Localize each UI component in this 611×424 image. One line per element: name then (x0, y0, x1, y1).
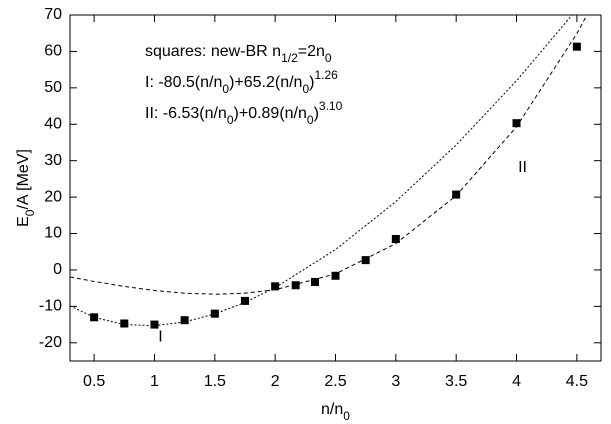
text-segment: )+0.89(n/n (234, 105, 307, 122)
square-marker (512, 119, 521, 128)
text-segment: 0 (307, 113, 314, 127)
curve-label: I (158, 329, 162, 346)
x-tick-label: 4.5 (566, 373, 588, 390)
square-marker (452, 190, 461, 199)
x-tick-label: 2 (271, 373, 280, 390)
square-marker (391, 234, 400, 243)
text-segment: II: -6.53(n/n (145, 105, 227, 122)
text-segment: 0 (23, 209, 37, 216)
y-tick-label: -20 (39, 334, 62, 351)
plot-area (70, 15, 588, 329)
x-tick-label: 0.5 (83, 373, 105, 390)
square-marker (90, 313, 99, 322)
square-marker (240, 296, 249, 305)
square-marker (291, 281, 300, 290)
text-segment: n/n (321, 401, 343, 418)
text-segment: )+65.2(n/n (229, 74, 302, 91)
curve-label: II (518, 159, 527, 176)
square-marker (271, 282, 280, 291)
square-marker (572, 42, 581, 51)
text-segment: ) (314, 105, 319, 122)
text-segment: squares: new-BR n (145, 43, 281, 60)
x-tick-label: 1.5 (204, 373, 226, 390)
y-tick-label: 60 (44, 43, 62, 60)
text-segment: /A [MeV] (15, 149, 32, 209)
text-segment: 0 (325, 51, 332, 65)
y-tick-label: 0 (53, 261, 62, 278)
y-tick-label: 30 (44, 152, 62, 169)
text-segment: 1/2 (281, 51, 298, 65)
x-tick-label: 3.5 (445, 373, 467, 390)
text-segment: 3.10 (319, 99, 343, 113)
y-tick-label: 20 (44, 188, 62, 205)
x-tick-label: 2.5 (324, 373, 346, 390)
text-segment: 1.26 (314, 68, 338, 82)
y-tick-label: 40 (44, 115, 62, 132)
square-marker (310, 277, 319, 286)
x-axis-label: n/n0 (321, 401, 350, 423)
text-segment: =2n (298, 43, 325, 60)
annotation: II: -6.53(n/n0)+0.89(n/n0)3.10 (145, 99, 343, 127)
y-tick-label: 50 (44, 79, 62, 96)
square-marker (180, 316, 189, 325)
curve (70, 15, 588, 295)
y-axis-label: E0/A [MeV] (15, 149, 37, 227)
text-segment: 0 (302, 82, 309, 96)
text-segment: I: -80.5(n/n (145, 74, 222, 91)
y-tick-label: -10 (39, 298, 62, 315)
x-tick-label: 1 (150, 373, 159, 390)
square-marker (210, 309, 219, 318)
square-marker (120, 319, 129, 328)
curve (70, 15, 573, 327)
text-segment: 0 (227, 113, 234, 127)
text-segment: ) (309, 74, 314, 91)
text-segment: E (15, 216, 32, 227)
x-tick-label: 3 (391, 373, 400, 390)
y-tick-label: 70 (44, 6, 62, 23)
text-segment: 0 (222, 82, 229, 96)
text-segment: 0 (343, 409, 350, 423)
plot-frame (69, 14, 602, 362)
x-tick-label: 4 (512, 373, 521, 390)
annotation: squares: new-BR n1/2=2n0 (145, 43, 332, 65)
square-marker (361, 256, 370, 265)
annotation: I: -80.5(n/n0)+65.2(n/n0)1.26 (145, 68, 338, 96)
square-marker (150, 320, 159, 329)
y-tick-label: 10 (44, 225, 62, 242)
square-marker (331, 271, 340, 280)
